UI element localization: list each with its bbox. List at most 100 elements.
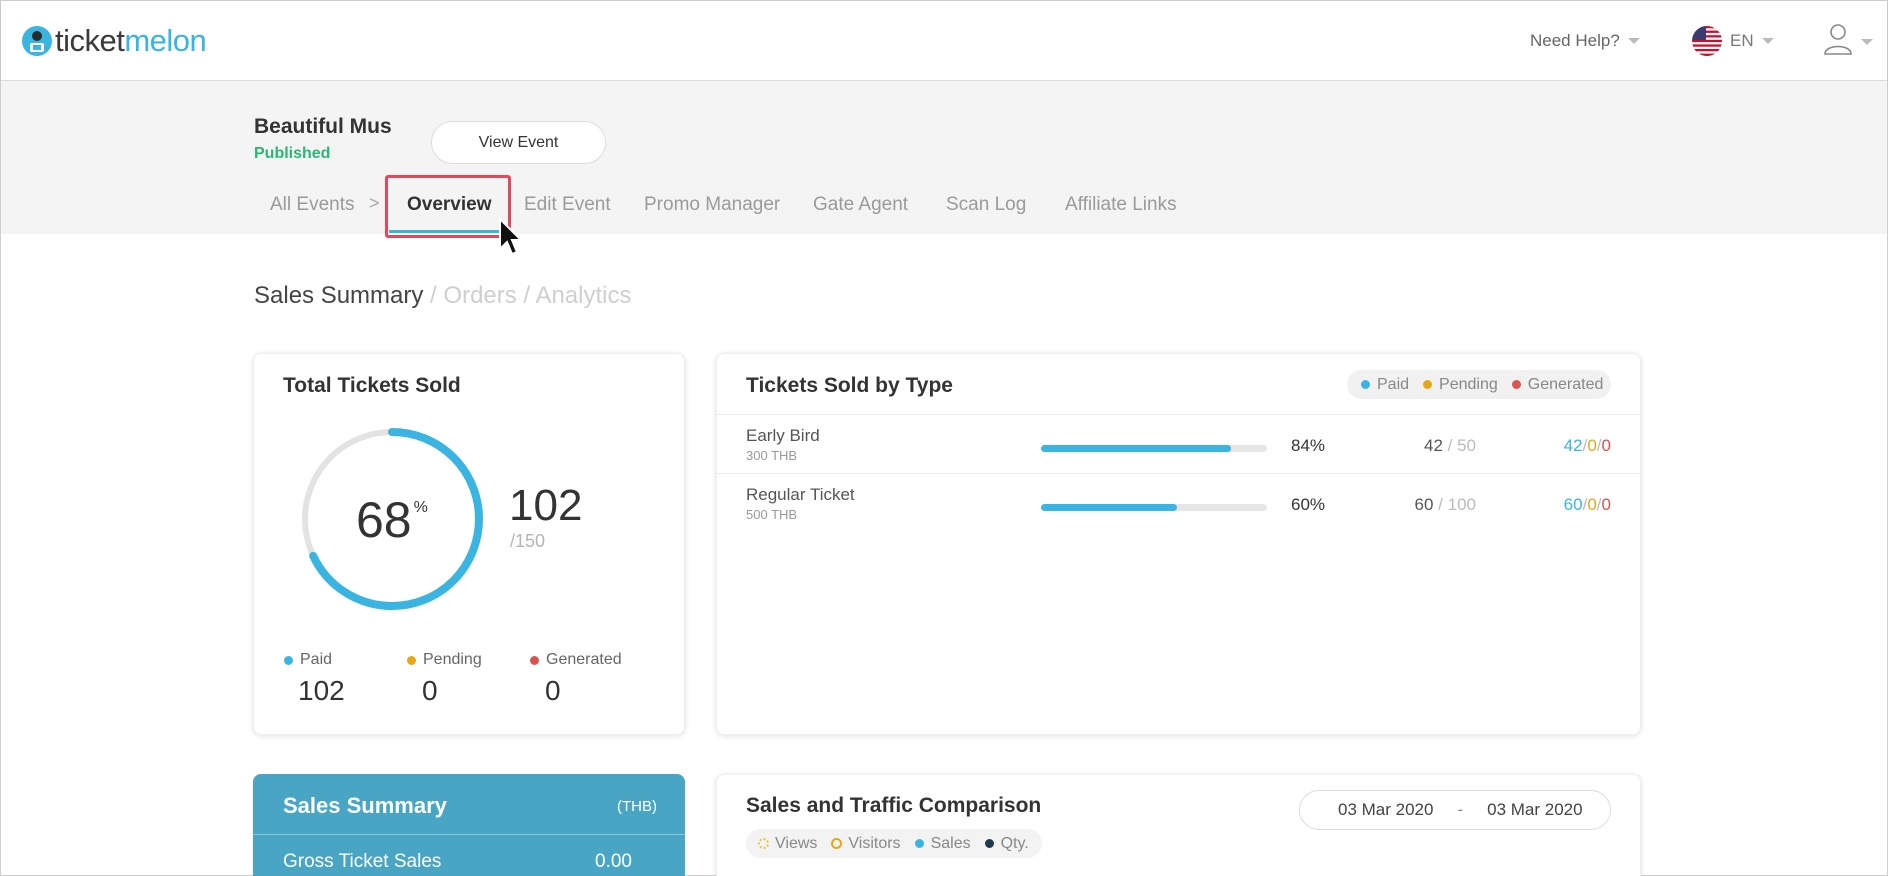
event-title: Beautiful Mus xyxy=(254,115,392,138)
legend-generated-label: Generated xyxy=(1527,375,1604,393)
gross-sales-value: 0.00 xyxy=(595,851,632,872)
date-range-picker[interactable]: 03 Mar 2020 - 03 Mar 2020 xyxy=(1299,790,1611,830)
breakdown-pending: 0 xyxy=(1587,495,1597,514)
ticket-type-sold-ratio: 60 / 100 xyxy=(1396,495,1476,515)
tickets-by-type-title: Tickets Sold by Type xyxy=(746,374,953,397)
subnav-sales-summary[interactable]: Sales Summary xyxy=(254,282,424,309)
ticket-type-progress xyxy=(1041,504,1267,511)
divider xyxy=(716,473,1641,474)
views-ring-icon xyxy=(758,838,769,849)
tab-gate-agent[interactable]: Gate Agent xyxy=(813,194,909,215)
language-label: EN xyxy=(1730,31,1754,50)
divider xyxy=(253,834,685,835)
gross-sales-label: Gross Ticket Sales xyxy=(283,851,442,872)
ticket-type-sold: 42 xyxy=(1423,436,1443,455)
legend-sales-label: Sales xyxy=(930,834,971,852)
legend-views: Views xyxy=(758,835,817,853)
ticket-type-percent: 84% xyxy=(1291,436,1326,455)
divider xyxy=(716,414,1641,415)
breakdown-paid: 42 xyxy=(1563,436,1583,455)
legend-pending-label: Pending xyxy=(423,651,482,668)
qty-dot-icon xyxy=(984,839,994,848)
tab-overview[interactable]: Overview xyxy=(407,194,492,215)
user-menu[interactable] xyxy=(1823,23,1873,60)
ticket-type-price: 500 THB xyxy=(746,507,798,522)
active-tab-indicator xyxy=(389,230,501,233)
breakdown-generated: 0 xyxy=(1601,436,1611,455)
tickets-progress-ring xyxy=(301,428,483,610)
total-tickets-card xyxy=(253,353,685,735)
view-event-button[interactable]: View Event xyxy=(431,121,606,164)
tickets-by-type-card xyxy=(716,353,1641,735)
legend-generated: Generated xyxy=(530,651,622,669)
sales-subnav: Sales Summary / Orders / Analytics xyxy=(254,282,632,310)
tickets-capacity: /150 xyxy=(510,531,546,551)
logo-text-brand: melon xyxy=(124,23,207,58)
chevron-down-icon xyxy=(1861,38,1873,45)
legend-visitors: Visitors xyxy=(831,834,901,853)
legend-paid: Paid xyxy=(1361,376,1409,394)
tab-scan-log[interactable]: Scan Log xyxy=(946,194,1027,215)
generated-count: 0 xyxy=(545,675,561,706)
legend-pending: Pending xyxy=(1423,376,1498,394)
chevron-down-icon xyxy=(1627,38,1640,44)
legend-views-label: Views xyxy=(775,834,818,852)
sales-traffic-title: Sales and Traffic Comparison xyxy=(746,794,1042,817)
paid-count: 102 xyxy=(298,675,345,706)
generated-dot-icon xyxy=(1511,380,1521,389)
ticket-type-breakdown: 60/0/0 xyxy=(1563,495,1611,514)
legend-paid-label: Paid xyxy=(300,651,333,668)
legend-qty-label: Qty. xyxy=(1000,834,1029,852)
traffic-legend: Views Visitors Sales Qty. xyxy=(746,829,1042,858)
sales-summary-unit: (THB) xyxy=(617,798,657,815)
mouse-cursor-icon xyxy=(498,216,524,262)
ticket-type-name: Regular Ticket xyxy=(746,485,855,504)
generated-dot-icon xyxy=(530,655,539,665)
subnav-orders[interactable]: Orders xyxy=(443,282,517,309)
ticketmelon-logo[interactable]: ticketmelon xyxy=(21,23,207,59)
tab-affiliate-links[interactable]: Affiliate Links xyxy=(1065,194,1177,215)
ticket-type-quota: / 100 xyxy=(1433,495,1476,514)
breakdown-generated: 0 xyxy=(1601,495,1611,514)
subnav-analytics[interactable]: Analytics xyxy=(535,282,632,309)
sales-summary-title: Sales Summary xyxy=(283,793,447,818)
legend-generated: Generated xyxy=(1511,375,1604,394)
legend-visitors-label: Visitors xyxy=(848,834,901,852)
total-tickets-title: Total Tickets Sold xyxy=(283,374,461,397)
language-dropdown[interactable]: EN xyxy=(1692,26,1774,56)
paid-dot-icon xyxy=(284,655,293,665)
need-help-dropdown[interactable]: Need Help? xyxy=(1530,31,1640,51)
sales-dot-icon xyxy=(914,839,924,848)
ticket-type-name: Early Bird xyxy=(746,426,820,445)
ticket-type-sold-ratio: 42 / 50 xyxy=(1396,436,1476,456)
user-icon xyxy=(1823,23,1853,60)
us-flag-icon xyxy=(1692,26,1722,56)
sales-summary-card: Sales Summary (THB) Gross Ticket Sales 0… xyxy=(253,774,685,876)
paid-dot-icon xyxy=(1361,380,1370,389)
ticket-type-progress xyxy=(1041,445,1267,452)
pending-dot-icon xyxy=(1423,380,1433,389)
need-help-label: Need Help? xyxy=(1530,31,1620,50)
breadcrumb-separator: > xyxy=(369,193,380,213)
date-to: 03 Mar 2020 xyxy=(1487,800,1583,819)
event-header xyxy=(1,82,1887,234)
logo-icon xyxy=(21,25,53,57)
tab-edit-event[interactable]: Edit Event xyxy=(524,194,611,215)
ticket-type-quota: / 50 xyxy=(1442,436,1476,455)
tab-promo-manager[interactable]: Promo Manager xyxy=(644,194,781,215)
legend-qty: Qty. xyxy=(984,834,1029,853)
tab-all-events[interactable]: All Events xyxy=(270,194,355,215)
ticket-type-sold: 60 xyxy=(1414,495,1434,514)
percent-sign: % xyxy=(413,499,428,516)
tickets-sold-count: 102 xyxy=(509,481,583,530)
top-header: ticketmelon Need Help? EN xyxy=(1,1,1887,81)
visitors-ring-icon xyxy=(831,838,843,849)
legend-paid: Paid xyxy=(284,651,332,669)
pending-dot-icon xyxy=(407,655,416,665)
breakdown-paid: 60 xyxy=(1563,495,1583,514)
date-separator: - xyxy=(1457,800,1464,819)
percent-sold: 68% xyxy=(356,491,428,549)
logo-text-dark: ticket xyxy=(55,23,125,58)
chevron-down-icon xyxy=(1761,38,1774,44)
legend-generated-label: Generated xyxy=(546,651,622,668)
